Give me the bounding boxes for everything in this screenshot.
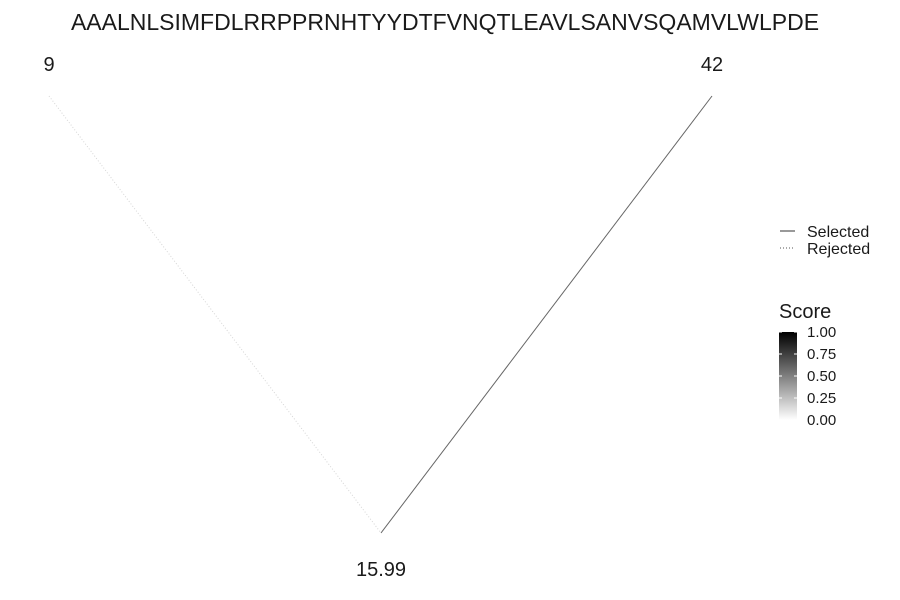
score-tick-label: 0.00: [807, 412, 836, 429]
node-label-left: 9: [43, 54, 54, 76]
score-legend: Score 1.00 0.75 0.50 0.25 0.00: [779, 301, 836, 429]
score-tick-label: 0.50: [807, 368, 836, 385]
sequence-title: AAALNLSIMFDLRRPPRNHTYYDTFVNQTLEAVLSANVSQ…: [71, 9, 819, 35]
node-label-bottom: 15.99: [356, 559, 406, 581]
edge-right-bottom: [380, 95, 713, 534]
score-tick-label: 0.75: [807, 346, 836, 363]
score-ticks: 1.00 0.75 0.50 0.25 0.00: [779, 324, 836, 429]
score-colorbar: [779, 332, 797, 420]
edge-left-bottom: [48, 95, 382, 534]
legend-selected-label: Selected: [807, 224, 869, 241]
legend-rejected-label: Rejected: [807, 241, 870, 258]
edges-layer: [48, 95, 713, 534]
score-legend-title: Score: [779, 301, 831, 323]
score-tick-label: 1.00: [807, 324, 836, 341]
line-type-legend: Selected Rejected: [780, 224, 870, 258]
score-tick-label: 0.25: [807, 390, 836, 407]
node-label-right: 42: [701, 54, 723, 76]
